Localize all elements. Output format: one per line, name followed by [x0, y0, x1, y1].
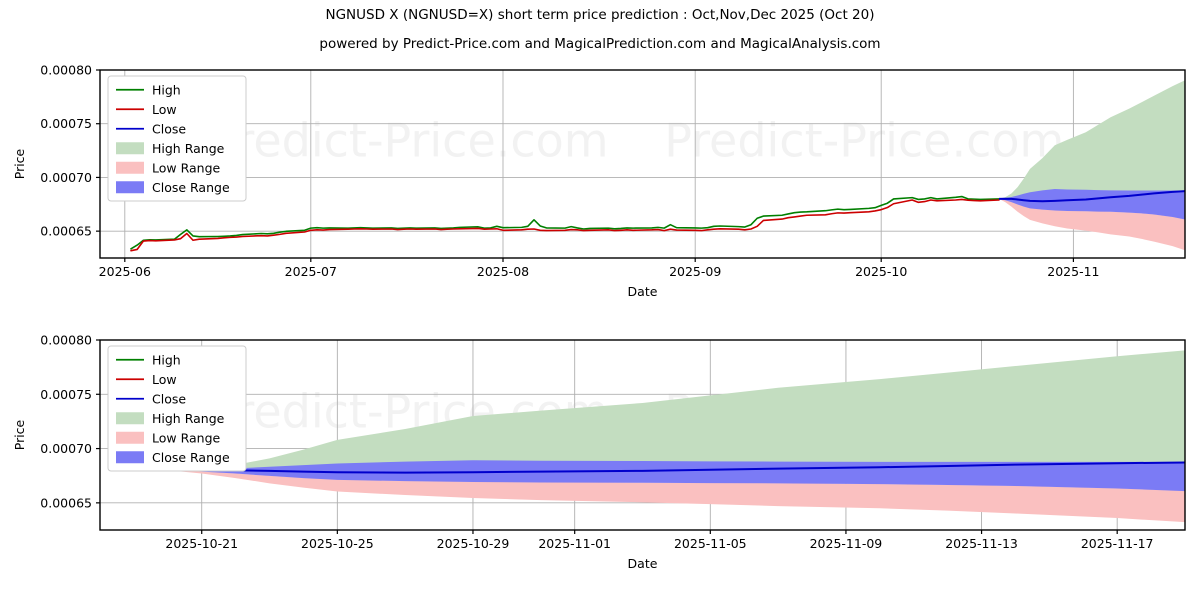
x-tick-label: 2025-07	[285, 264, 337, 279]
series-line-close	[167, 461, 1186, 474]
legend-patch-swatch	[116, 431, 144, 444]
x-tick-label: 2025-10-25	[301, 536, 374, 551]
legend-item-label: Low Range	[152, 160, 221, 175]
legend-item-high-range[interactable]: High Range	[116, 141, 225, 156]
legend-item-low-range[interactable]: Low Range	[116, 160, 221, 175]
x-tick-label: 2025-10-21	[165, 536, 238, 551]
watermark-text: Predict-Price.com	[664, 113, 1064, 167]
legend-item-low[interactable]: Low	[116, 102, 177, 117]
y-tick-label: 0.00080	[40, 63, 92, 78]
y-tick-label: 0.00075	[40, 116, 92, 131]
legend-item-close[interactable]: Close	[116, 391, 186, 406]
legend-item-high-range[interactable]: High Range	[116, 411, 225, 426]
legend-patch-swatch	[116, 161, 144, 174]
title-block: NGNUSD X (NGNUSD=X) short term price pre…	[0, 0, 1200, 58]
y-tick-label: 0.00070	[40, 170, 92, 185]
y-tick-label: 0.00065	[40, 495, 92, 510]
legend-patch-swatch	[116, 142, 144, 155]
y-tick-label: 0.00070	[40, 441, 92, 456]
legend-item-label: Close Range	[152, 450, 230, 465]
legend-item-high[interactable]: High	[116, 82, 181, 97]
x-tick-label: 2025-09	[669, 264, 721, 279]
x-axis-title: Date	[628, 284, 658, 299]
y-axis-title: Price	[12, 148, 27, 179]
legend-item-label: High Range	[152, 141, 225, 156]
legend-item-label: Close Range	[152, 180, 230, 195]
legend-patch-swatch	[116, 451, 144, 464]
legend-item-close-range[interactable]: Close Range	[116, 180, 230, 195]
legend-item-label: Close	[152, 391, 186, 406]
page-title: NGNUSD X (NGNUSD=X) short term price pre…	[325, 7, 875, 23]
axes-frame	[99, 69, 1186, 259]
close-range-band	[999, 189, 1185, 220]
x-tick-label: 2025-10	[855, 264, 907, 279]
legend-item-low-range[interactable]: Low Range	[116, 430, 221, 445]
series-line-high	[130, 195, 1000, 250]
x-tick-label: 2025-11-09	[810, 536, 883, 551]
x-tick-label: 2025-08	[477, 264, 529, 279]
close-range-band	[167, 460, 1185, 492]
x-tick-label: 2025-06	[99, 264, 151, 279]
y-tick-label: 0.00080	[40, 333, 92, 348]
chart-legend: High Low Close High Range Low Range Close Ran…	[107, 75, 247, 202]
legend-item-label: High Range	[152, 411, 225, 426]
legend-item-low[interactable]: Low	[116, 372, 177, 387]
x-tick-label: 2025-11-05	[674, 536, 747, 551]
x-tick-label: 2025-11-13	[945, 536, 1018, 551]
zoom-chart: Predict-Price.comPredict-Price.com0.0008…	[12, 333, 1186, 571]
x-tick-label: 2025-11	[1047, 264, 1099, 279]
y-tick-label: 0.00075	[40, 387, 92, 402]
legend-item-label: High	[152, 352, 181, 367]
low-range-band	[999, 198, 1185, 251]
series-line-close	[998, 190, 1186, 203]
legend-item-close-range[interactable]: Close Range	[116, 450, 230, 465]
legend-patch-swatch	[116, 412, 144, 425]
x-tick-label: 2025-11-17	[1081, 536, 1154, 551]
legend-item-label: Low	[152, 102, 177, 117]
y-axis-title: Price	[12, 419, 27, 450]
high-range-band	[999, 80, 1185, 201]
chart-legend: High Low Close High Range Low Range Close Ran…	[107, 345, 247, 472]
legend-item-label: Low	[152, 372, 177, 387]
page-subtitle: powered by Predict-Price.com and Magical…	[319, 36, 881, 52]
high-range-band	[167, 350, 1185, 473]
legend-item-label: Close	[152, 121, 186, 136]
x-tick-label: 2025-11-01	[538, 536, 611, 551]
legend-patch-swatch	[116, 181, 144, 194]
x-axis-title: Date	[628, 556, 658, 571]
watermark-text: Predict-Price.com	[209, 113, 609, 167]
low-range-band	[167, 470, 1185, 523]
y-tick-label: 0.00065	[40, 224, 92, 239]
legend-item-label: Low Range	[152, 430, 221, 445]
legend-item-label: High	[152, 82, 181, 97]
legend-item-high[interactable]: High	[116, 352, 181, 367]
legend-item-close[interactable]: Close	[116, 121, 186, 136]
axes-frame	[99, 339, 1186, 531]
series-line-low	[130, 198, 1000, 252]
x-tick-label: 2025-10-29	[437, 536, 510, 551]
overview-chart: Predict-Price.com Predict-Price.com 0.0008…	[12, 63, 1186, 299]
